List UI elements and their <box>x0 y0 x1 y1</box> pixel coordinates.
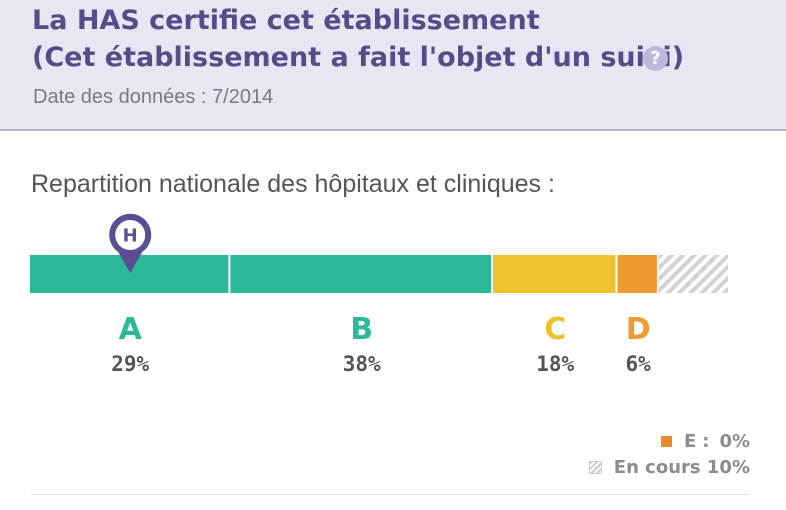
legend-value-e: 0% <box>719 431 750 452</box>
legend-label-en-cours: En cours <box>613 457 701 478</box>
certification-header: La HAS certifie cet établissement (Cet é… <box>0 0 786 131</box>
bar-segment-b <box>230 255 492 293</box>
legend-item-e: E : 0% <box>660 431 750 452</box>
bar-segment-c <box>493 255 616 293</box>
hospital-pin-glyph: H <box>123 226 138 247</box>
value-label-b: 38% <box>343 352 381 376</box>
legend-value-en-cours: 10% <box>706 457 750 478</box>
title-line-2: (Cet établissement a fait l'objet d'un s… <box>32 42 685 73</box>
page-title: La HAS certifie cet établissement (Cet é… <box>32 2 684 76</box>
category-label-b: B <box>350 312 373 347</box>
value-label-c: 18% <box>536 352 574 376</box>
category-label-d: D <box>626 312 651 347</box>
help-icon[interactable]: ? <box>643 46 668 71</box>
data-date: Date des données : 7/2014 <box>33 86 274 108</box>
value-label-d: 6% <box>626 352 652 376</box>
category-label-a: A <box>119 312 143 347</box>
legend-colon-e: : <box>702 431 710 452</box>
legend-item-en-cours: En cours 10% <box>588 457 750 478</box>
divider <box>31 494 750 495</box>
legend-swatch-e <box>660 436 672 447</box>
bar-segment-d <box>617 255 657 293</box>
bar-segment-en-cours <box>658 255 728 293</box>
hospital-pin-icon: H <box>109 213 152 273</box>
category-label-c: C <box>544 312 566 347</box>
value-label-a: 29% <box>111 352 149 376</box>
chart-title: Repartition nationale des hôpitaux et cl… <box>31 170 555 198</box>
legend-label-e: E <box>683 431 697 452</box>
title-line-1: La HAS certifie cet établissement <box>32 5 540 36</box>
distribution-chart: A 29% B 38% C 18% D 6% H <box>30 213 728 376</box>
legend-swatch-en-cours <box>588 461 602 474</box>
